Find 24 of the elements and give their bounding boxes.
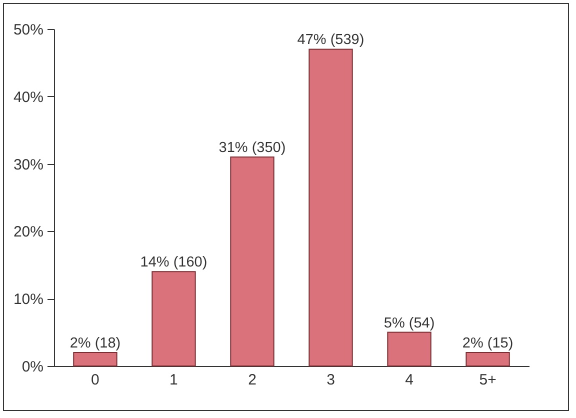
data-label: 5% (54) xyxy=(384,315,435,332)
bar xyxy=(466,352,510,366)
y-tick-label: 0% xyxy=(22,358,44,376)
bar xyxy=(387,332,432,366)
y-tick-label: 10% xyxy=(13,291,44,308)
x-tick-label: 4 xyxy=(405,372,414,388)
x-tick-label: 0 xyxy=(91,372,100,388)
bar xyxy=(73,352,118,366)
x-tick-label: 1 xyxy=(170,372,178,388)
bar xyxy=(152,271,196,366)
y-tick-label: 30% xyxy=(13,156,44,174)
bar xyxy=(230,156,274,366)
x-tick-label: 5+ xyxy=(479,372,497,388)
x-tick-label: 3 xyxy=(326,372,335,388)
x-tick-label: 2 xyxy=(248,372,256,388)
data-label: 31% (350) xyxy=(218,140,286,156)
y-tick-label: 50% xyxy=(13,22,44,38)
data-label: 47% (539) xyxy=(297,32,364,48)
bar xyxy=(308,48,353,366)
data-label: 2% (15) xyxy=(462,336,514,352)
data-label: 2% (18) xyxy=(70,336,121,352)
y-tick-label: 40% xyxy=(13,88,44,106)
y-tick-label: 20% xyxy=(13,224,44,241)
data-label: 14% (160) xyxy=(140,254,208,271)
